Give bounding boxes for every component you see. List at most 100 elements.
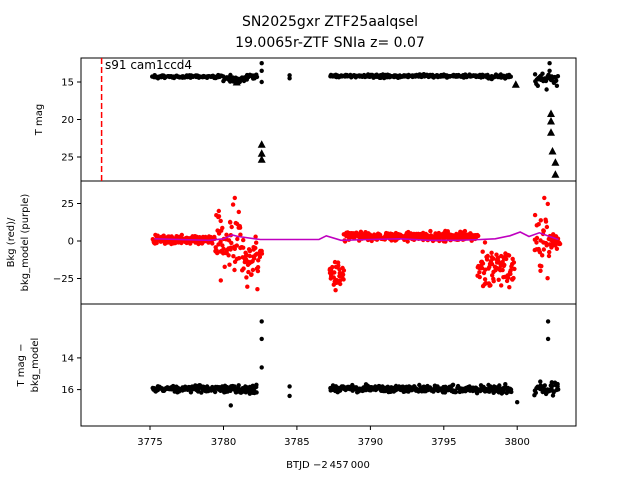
bkg-point (220, 243, 225, 248)
bkg-point (237, 225, 243, 230)
bkg-point (483, 267, 488, 272)
bkg-point (338, 281, 343, 287)
bkg-point (547, 249, 552, 255)
diff-point (497, 383, 502, 388)
diff-point (453, 389, 459, 395)
bkg-point (256, 258, 261, 263)
bkg-point (340, 272, 346, 277)
diff-point (550, 393, 556, 398)
middle-yticks: −25 0 25 (53, 199, 81, 285)
x-tick-label: 3800 (504, 437, 529, 448)
middle-ylabel-line1: Bkg (red)/ (6, 217, 17, 267)
bkg-point (507, 285, 512, 290)
bkg-point (247, 248, 253, 254)
bkg-point (218, 278, 223, 283)
middle-ylabel-line2: bkg_model (purple) (20, 194, 31, 292)
bkg-point (541, 247, 546, 252)
panel-bottom-diff: 14 16 T mag − bkg_model (16, 303, 577, 427)
tmag-point (259, 79, 264, 85)
bkg-point (229, 240, 234, 246)
diff-point (509, 389, 514, 395)
tmag-point (254, 74, 260, 80)
bkg-point (511, 260, 517, 265)
bkg-point (241, 237, 246, 243)
diff-point (287, 384, 292, 389)
bkg-point (541, 228, 546, 233)
bkg-point (484, 257, 490, 262)
bkg-point (218, 239, 223, 244)
top-ylabel: T mag (34, 104, 45, 137)
bkg-point (246, 269, 251, 275)
y-tick-label: 20 (61, 115, 74, 126)
bkg-point (545, 201, 550, 207)
upper-limit-triangle (547, 117, 555, 125)
diff-point (549, 383, 555, 389)
x-axis-label: BTJD −2 457 000 (286, 460, 370, 471)
upper-limit-triangle (511, 80, 520, 88)
bkg-point (511, 275, 516, 281)
x-tick-label: 3775 (137, 437, 162, 448)
diff-point (533, 390, 538, 395)
top-data-points (150, 61, 561, 178)
bkg-point (249, 272, 254, 277)
bkg-point (508, 271, 513, 277)
bkg-point (336, 263, 341, 268)
bkg-point (510, 256, 515, 262)
bkg-point (229, 224, 234, 230)
bkg-point (241, 266, 246, 271)
bkg-point (534, 235, 540, 241)
bkg-point (216, 208, 221, 214)
tmag-point (547, 68, 552, 74)
bkg-point (480, 261, 486, 266)
bkg-point (537, 250, 543, 255)
bkg-point (232, 267, 237, 273)
diff-point (287, 393, 292, 399)
bkg-point (476, 233, 481, 239)
diff-point (406, 389, 411, 394)
x-tick-label: 3785 (284, 437, 309, 448)
bkg-point (377, 232, 383, 238)
bkg-point (506, 253, 512, 258)
bkg-point (234, 243, 239, 248)
bkg-point (226, 253, 231, 258)
bkg-point (545, 276, 550, 281)
tmag-point (532, 72, 538, 77)
tmag-point (543, 78, 549, 84)
bkg-point (539, 264, 544, 269)
bkg-point (538, 218, 543, 223)
diff-point (538, 379, 543, 384)
x-tick-label: 3780 (211, 437, 236, 448)
y-tick-label: 15 (61, 78, 74, 89)
diff-point (450, 382, 456, 387)
bkg-point (499, 283, 504, 288)
x-axis-ticks: 3775 3780 3785 3790 3795 3800 (137, 426, 530, 448)
bkg-point (540, 253, 545, 258)
bkg-point (553, 243, 558, 248)
diff-point (542, 383, 547, 388)
bkg-point (196, 241, 201, 247)
bkg-point (244, 275, 249, 280)
bkg-point (542, 195, 547, 201)
sector-camera-annotation: s91 cam1ccd4 (105, 58, 192, 72)
diff-point (556, 387, 561, 392)
diff-point (259, 365, 264, 370)
upper-limit-triangle (257, 149, 266, 157)
bkg-point (536, 222, 541, 227)
bkg-point (232, 246, 237, 251)
panel-middle-bkg: −25 0 25 Bkg (red)/ bkg_model (purple) (6, 180, 577, 305)
bkg-point (255, 268, 261, 274)
bkg-point (489, 261, 495, 267)
bkg-point (252, 256, 257, 261)
bkg-point (496, 277, 501, 282)
bkg-point (228, 247, 233, 252)
tmag-point (555, 74, 561, 79)
bkg-point (227, 262, 232, 267)
bkg-point (215, 250, 220, 256)
bkg-point (250, 267, 256, 273)
y-tick-label: 14 (61, 353, 74, 364)
bkg-point (502, 262, 507, 268)
bkg-point (341, 268, 347, 273)
bkg-point (224, 232, 229, 237)
